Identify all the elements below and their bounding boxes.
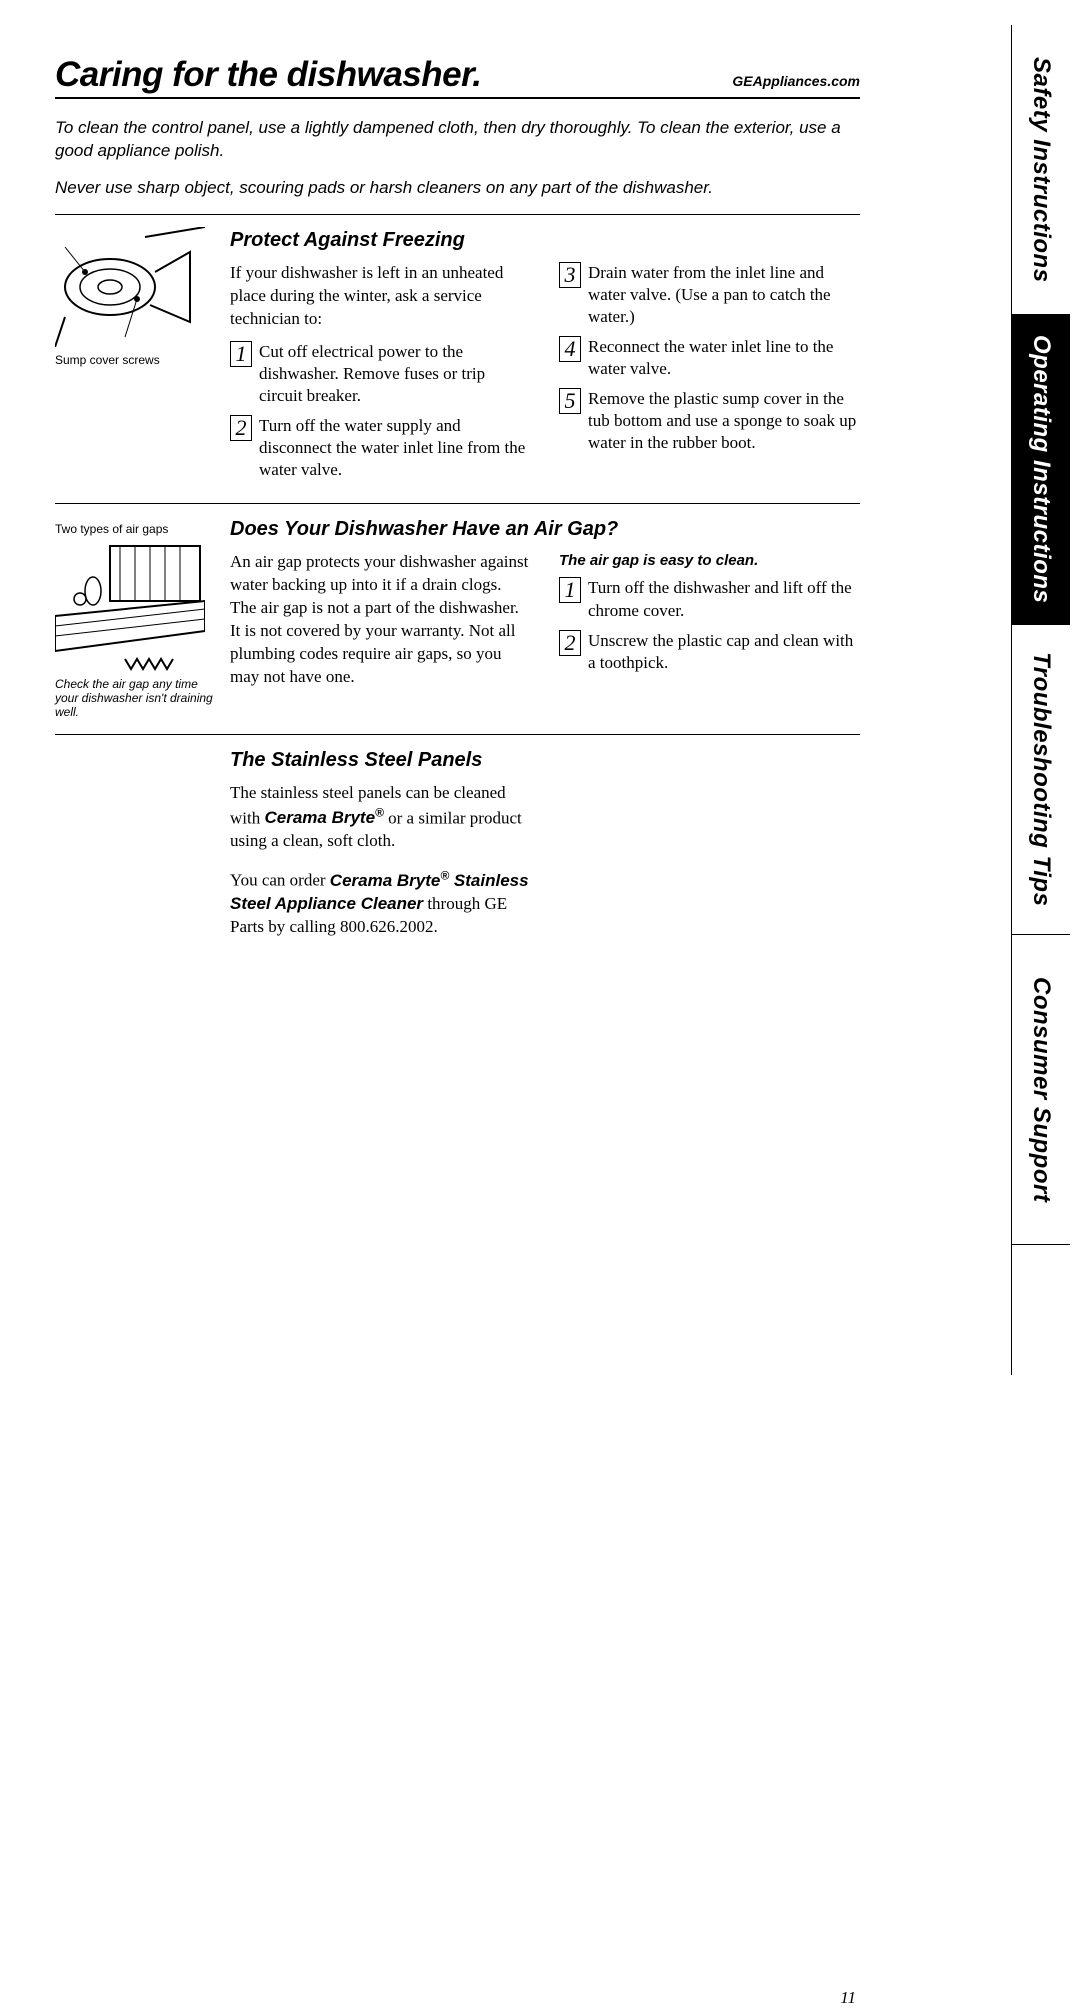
step: 2 Unscrew the plastic cap and clean with… <box>559 630 860 674</box>
step-text: Remove the plastic sump cover in the tub… <box>588 388 860 454</box>
text: You can order <box>230 871 330 890</box>
step: 1 Turn off the dishwasher and lift off t… <box>559 577 860 621</box>
section-freeze: Sump cover screws Protect Against Freezi… <box>55 227 860 489</box>
brand-link: GEAppliances.com <box>732 73 860 89</box>
body-paragraph: The stainless steel panels can be cleane… <box>230 782 531 853</box>
step-text: Cut off electrical power to the dishwash… <box>259 341 531 407</box>
page-number: 11 <box>840 1988 856 2008</box>
sub-heading: The air gap is easy to clean. <box>559 551 860 571</box>
step-number-icon: 1 <box>230 341 252 367</box>
product-name: Cerama Bryte® <box>264 808 383 827</box>
side-tabs: Safety InstructionsOperating Instruction… <box>1011 25 1069 1375</box>
body-paragraph: You can order Cerama Bryte® Stainless St… <box>230 867 531 938</box>
lead-text: If your dishwasher is left in an unheate… <box>230 262 531 331</box>
step-number-icon: 3 <box>559 262 581 288</box>
divider <box>55 214 860 215</box>
figure-sump: Sump cover screws <box>55 227 220 489</box>
step: 4 Reconnect the water inlet line to the … <box>559 336 860 380</box>
step: 2 Turn off the water supply and disconne… <box>230 415 531 481</box>
intro-paragraph: Never use sharp object, scouring pads or… <box>55 177 860 200</box>
page-header: Caring for the dishwasher. GEAppliances.… <box>55 55 860 99</box>
section-stainless: The Stainless Steel Panels The stainless… <box>55 747 860 953</box>
step-text: Turn off the dishwasher and lift off the… <box>588 577 860 621</box>
page-title: Caring for the dishwasher. <box>55 55 482 95</box>
step-number-icon: 4 <box>559 336 581 362</box>
step-text: Unscrew the plastic cap and clean with a… <box>588 630 860 674</box>
side-tab: Consumer Support <box>1012 935 1070 1245</box>
figure-airgap: Two types of air gaps Check the air gap … <box>55 516 220 720</box>
step-number-icon: 5 <box>559 388 581 414</box>
divider <box>55 734 860 735</box>
side-tab: Troubleshooting Tips <box>1012 625 1070 935</box>
figure-empty <box>55 747 220 953</box>
step-number-icon: 1 <box>559 577 581 603</box>
intro-paragraph: To clean the control panel, use a lightl… <box>55 117 860 163</box>
step-number-icon: 2 <box>230 415 252 441</box>
body-paragraph: An air gap protects your dishwasher agai… <box>230 551 531 689</box>
step-text: Reconnect the water inlet line to the wa… <box>588 336 860 380</box>
divider <box>55 503 860 504</box>
step: 5 Remove the plastic sump cover in the t… <box>559 388 860 454</box>
step-number-icon: 2 <box>559 630 581 656</box>
intro-block: To clean the control panel, use a lightl… <box>55 117 860 200</box>
step: 1 Cut off electrical power to the dishwa… <box>230 341 531 407</box>
section-airgap: Two types of air gaps Check the air gap … <box>55 516 860 720</box>
section-heading: Does Your Dishwasher Have an Air Gap? <box>230 516 860 543</box>
section-heading: The Stainless Steel Panels <box>230 747 860 774</box>
side-tab: Operating Instructions <box>1012 315 1070 625</box>
figure-caption: Sump cover screws <box>55 353 220 367</box>
figure-note: Check the air gap any time your dishwash… <box>55 677 220 720</box>
section-heading: Protect Against Freezing <box>230 227 860 254</box>
step: 3 Drain water from the inlet line and wa… <box>559 262 860 328</box>
airgap-illustration <box>55 541 205 671</box>
step-text: Turn off the water supply and disconnect… <box>259 415 531 481</box>
step-text: Drain water from the inlet line and wate… <box>588 262 860 328</box>
figure-label: Two types of air gaps <box>55 522 220 536</box>
sump-illustration <box>55 227 205 347</box>
side-tab: Safety Instructions <box>1012 25 1070 315</box>
